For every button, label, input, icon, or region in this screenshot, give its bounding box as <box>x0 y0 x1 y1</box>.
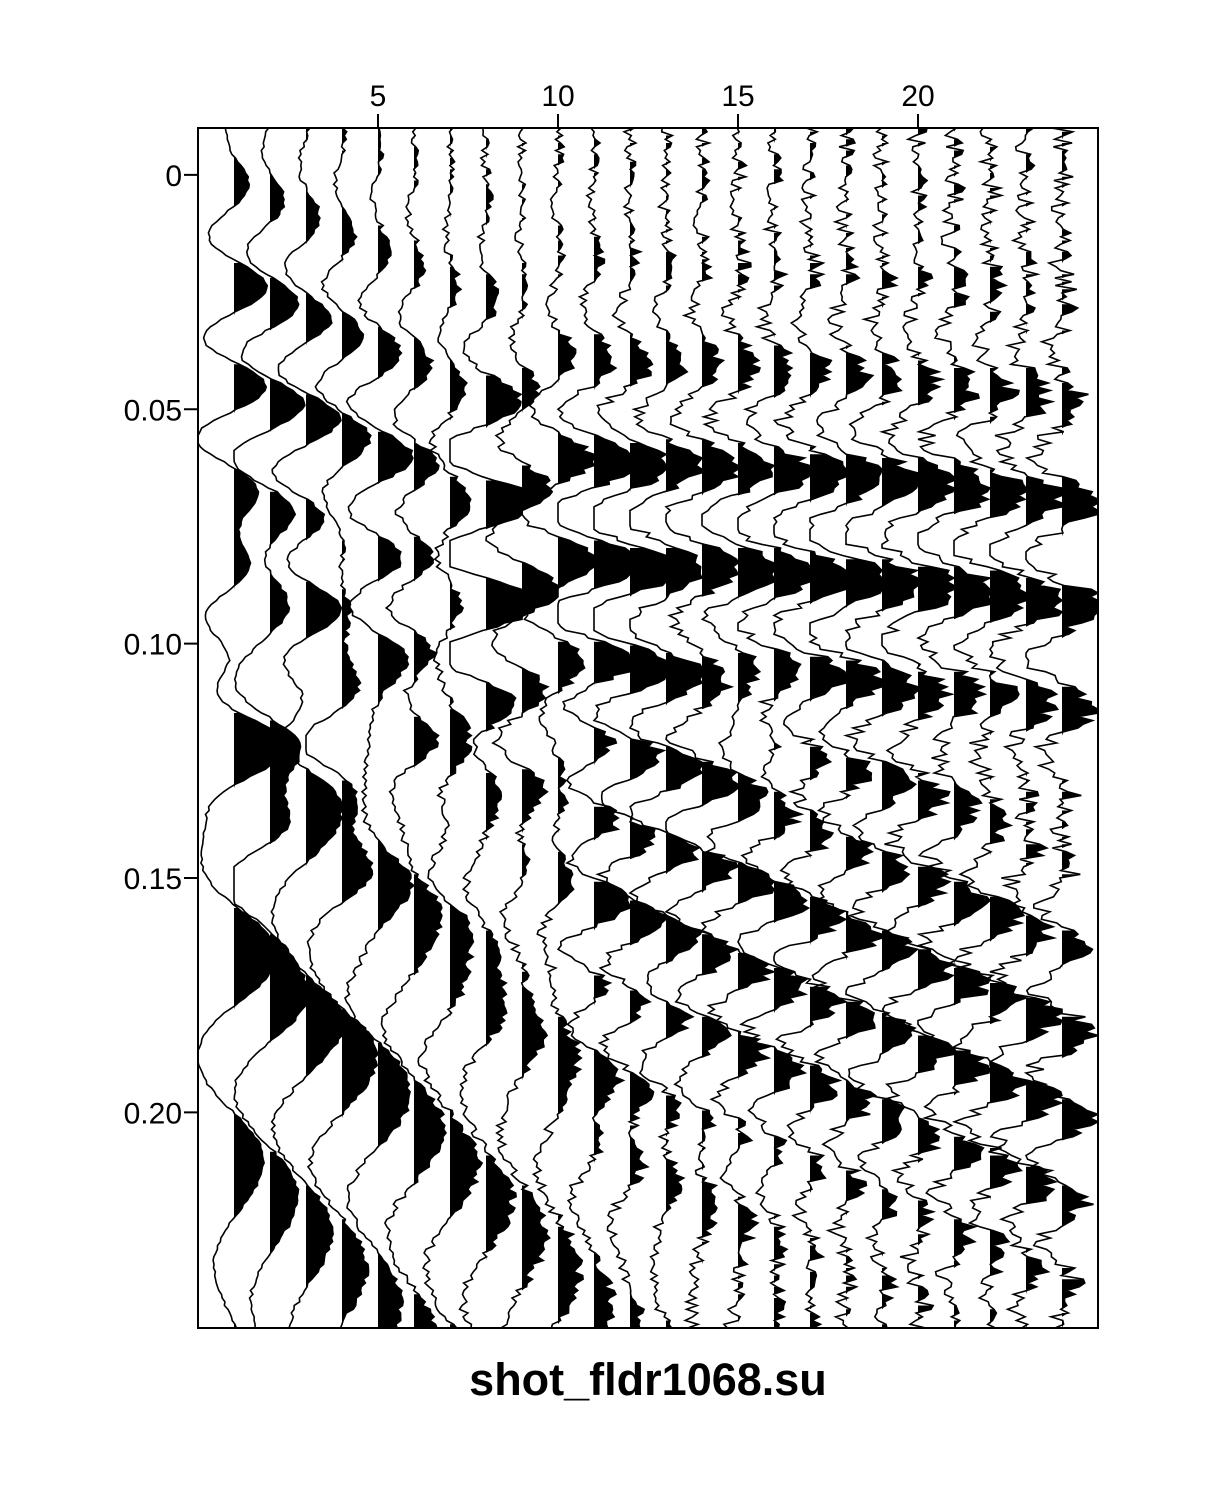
trace-line <box>592 128 668 1328</box>
trace-line <box>556 128 631 1328</box>
chart-title: shot_fldr1068.su <box>469 1354 827 1405</box>
trace-fill <box>990 139 1026 1328</box>
x-tick-label: 15 <box>721 80 754 113</box>
x-tick-label: 10 <box>541 80 574 113</box>
trace-fill <box>738 131 774 1325</box>
trace-line <box>521 128 596 1328</box>
trace-line <box>1023 128 1098 1328</box>
trace-line <box>270 128 343 1328</box>
trace-fill <box>702 128 738 1265</box>
trace-fill <box>270 173 306 1257</box>
trace-line <box>878 128 957 1328</box>
trace-fill <box>1062 131 1098 1328</box>
x-tick-label: 20 <box>901 80 934 113</box>
trace-fill <box>1026 128 1062 1328</box>
y-tick-label: 0.10 <box>124 629 182 662</box>
trace-line <box>198 128 271 1328</box>
trace-line <box>772 128 849 1328</box>
trace-line <box>988 128 1064 1328</box>
plot-frame <box>197 127 1099 1329</box>
trace-line <box>915 128 993 1328</box>
y-axis: 0 0.05 0.10 0.15 0.20 <box>124 160 198 1130</box>
y-tick-label: 0.15 <box>124 863 182 896</box>
trace-line <box>808 128 884 1328</box>
trace-fill <box>342 128 378 1325</box>
trace-line <box>485 128 559 1328</box>
trace-fill <box>450 128 483 1328</box>
x-tick-label: 5 <box>370 80 387 113</box>
trace-line <box>449 128 523 1328</box>
trace-line <box>664 128 741 1328</box>
y-tick-label: 0 <box>165 160 182 193</box>
trace-line <box>344 128 416 1328</box>
trace-fill <box>234 158 270 1328</box>
x-axis: 5 10 15 20 <box>370 80 935 128</box>
trace-line <box>305 128 379 1328</box>
trace-line <box>628 128 704 1328</box>
trace-fill <box>666 135 702 1328</box>
trace-line <box>417 128 484 1328</box>
y-tick-label: 0.05 <box>124 394 182 427</box>
trace-line <box>842 128 920 1328</box>
y-tick-label: 0.20 <box>124 1097 182 1130</box>
trace-fill <box>378 128 414 1328</box>
trace-line <box>951 128 1029 1328</box>
traces-group <box>198 128 1098 1328</box>
trace-line <box>380 128 447 1328</box>
trace-line <box>737 128 811 1328</box>
trace-line <box>700 128 777 1328</box>
trace-fill <box>522 128 558 1291</box>
trace-fill <box>486 139 522 1261</box>
